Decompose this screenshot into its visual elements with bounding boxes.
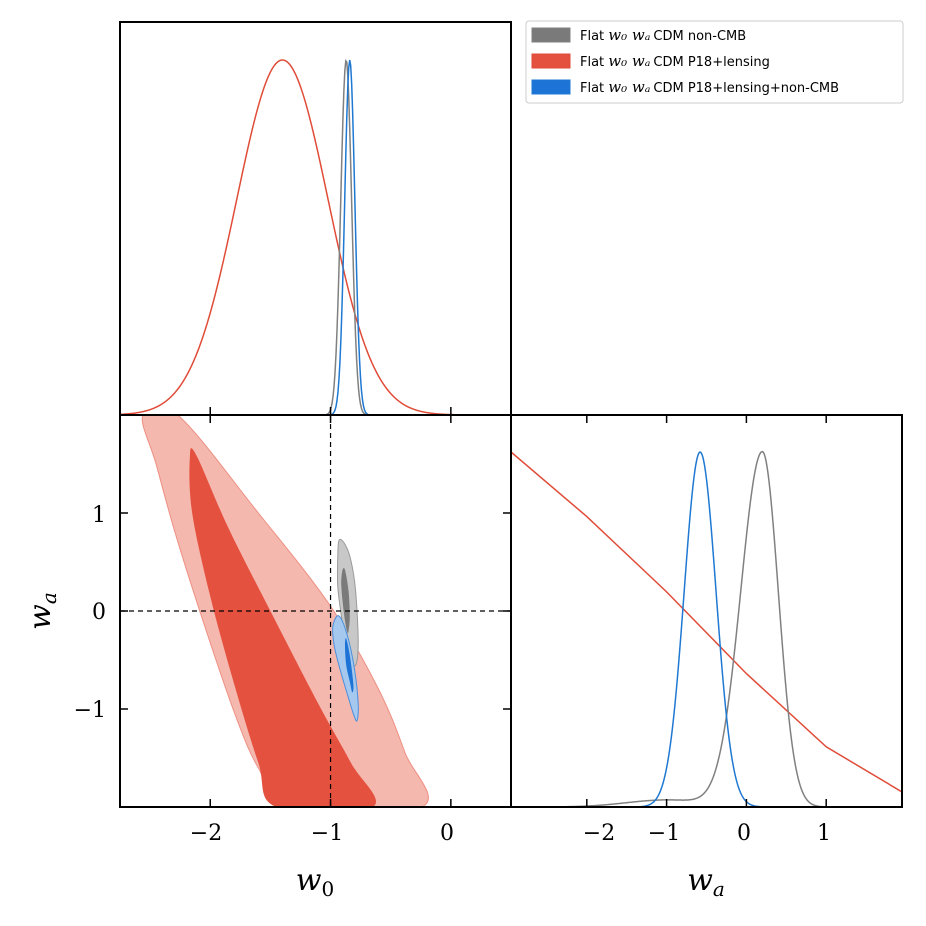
panel-w0-wa-contours [120, 415, 511, 807]
legend-label-p18-math: w₀ wₐ [608, 52, 650, 70]
wa1d-tick-label-1: 1 [817, 821, 831, 846]
legend: Flat w₀ wₐ CDM non-CMB Flat w₀ wₐ CDM P18+… [525, 20, 904, 104]
y-axis-label-wa: wa [23, 592, 61, 630]
w0-tick-label-0: 0 [440, 821, 454, 846]
legend-label-combined-prefix: Flat [580, 81, 608, 96]
legend-swatch-combined [531, 79, 571, 95]
y-axis-label-wa-base: w [23, 604, 58, 630]
x-axis-label-wa: wa [687, 863, 725, 901]
panel-wa-posterior [511, 450, 902, 807]
x-axis-label-wa-base: w [687, 863, 713, 898]
x-axis-label-wa-subscript: a [713, 877, 725, 901]
w0-posterior-p18-curve [120, 59, 511, 415]
legend-label-p18-prefix: Flat [580, 55, 608, 70]
wa-tick-label-1: 1 [92, 503, 106, 528]
legend-frame [525, 20, 904, 104]
wa-posterior-noncmb-curve [511, 450, 902, 807]
wa-tick-label-0: 0 [92, 600, 106, 625]
noncmb-contour-68 [341, 567, 350, 634]
wa-tick-label-neg1: −1 [74, 698, 106, 723]
w0-posterior-noncmb-curve [120, 58, 511, 415]
p18-contour-68 [189, 448, 376, 807]
x-axis-label-w0-base: w [296, 863, 322, 898]
wa1d-tick-label-0: 0 [737, 821, 751, 846]
legend-label-noncmb-suffix: CDM non-CMB [653, 29, 746, 44]
wa1d-tick-label-neg1: −1 [648, 821, 680, 846]
panel-w0-posterior-frame [119, 21, 512, 416]
legend-label-noncmb: Flat w₀ wₐ CDM non-CMB [580, 26, 746, 44]
wa-posterior-p18-curve [511, 451, 902, 793]
y-axis-label-wa-subscript: a [37, 592, 61, 604]
w0-tick-label-neg1: −1 [311, 821, 343, 846]
legend-label-combined: Flat w₀ wₐ CDM P18+lensing+non-CMB [580, 78, 839, 96]
legend-label-noncmb-prefix: Flat [580, 29, 608, 44]
w0-posterior-combined-curve [120, 59, 511, 415]
legend-swatch-noncmb [531, 27, 571, 43]
legend-label-combined-math: w₀ wₐ [608, 78, 650, 96]
legend-label-p18-suffix: CDM P18+lensing [653, 55, 769, 70]
panel-w0-posterior [120, 58, 511, 415]
tick-marks [120, 407, 827, 807]
combined-contour-68 [344, 638, 354, 693]
x-axis-label-w0: w0 [296, 863, 334, 901]
wa1d-tick-label-neg2: −2 [583, 821, 615, 846]
w0-tick-label-neg2: −2 [190, 821, 222, 846]
legend-swatch-p18 [531, 53, 571, 69]
combined-contour-95 [332, 615, 359, 722]
legend-label-p18: Flat w₀ wₐ CDM P18+lensing [580, 52, 770, 70]
legend-label-noncmb-math: w₀ wₐ [608, 26, 650, 44]
legend-label-combined-suffix: CDM P18+lensing+non-CMB [653, 81, 839, 96]
x-axis-label-w0-subscript: 0 [321, 877, 334, 901]
wa-posterior-combined-curve [511, 451, 902, 807]
